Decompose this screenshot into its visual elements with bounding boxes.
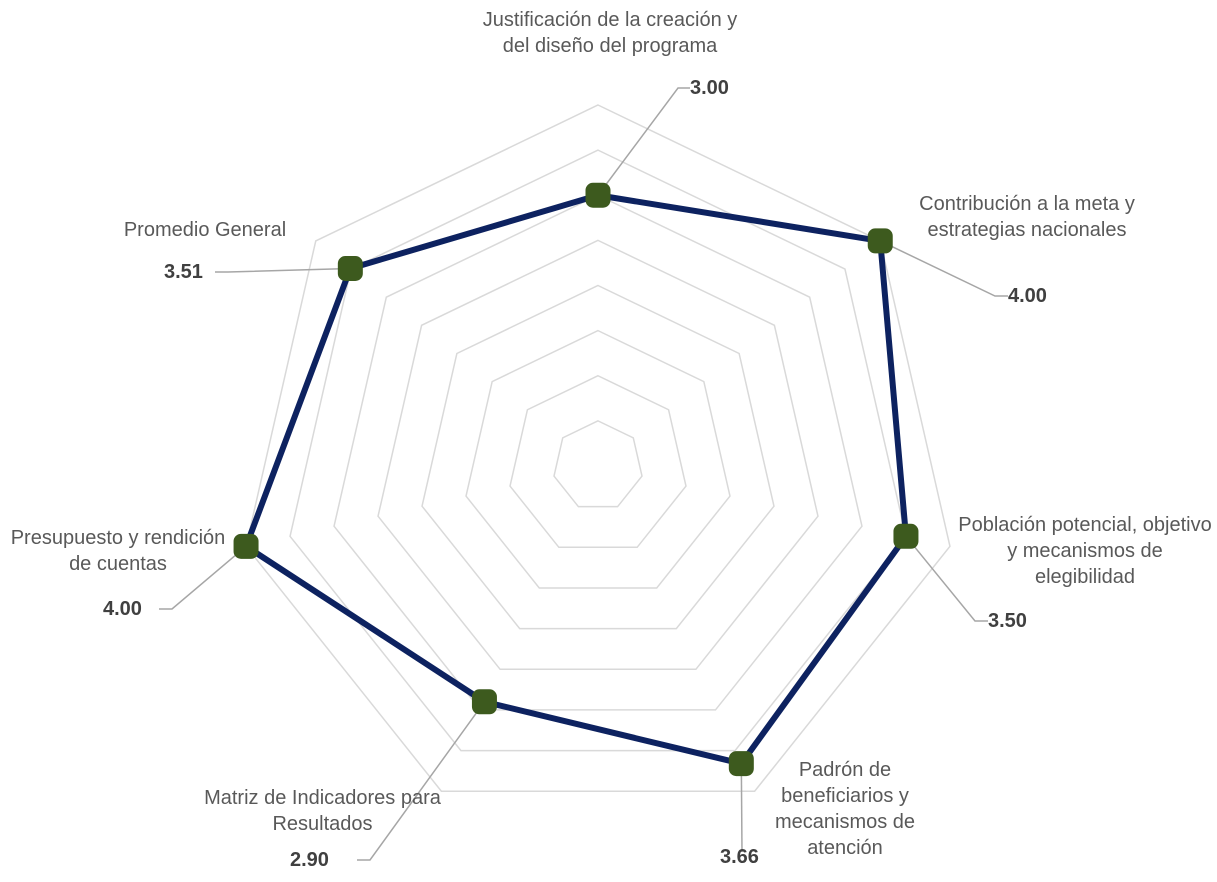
grid-ring <box>289 149 907 752</box>
axis-label: Promedio General <box>123 219 287 241</box>
marker <box>471 689 497 715</box>
marker <box>893 523 919 549</box>
value-label: 4.00 <box>103 598 142 620</box>
grid-ring <box>377 239 819 671</box>
series-line <box>243 192 909 767</box>
value-label: 3.51 <box>164 261 203 283</box>
leader-line <box>159 545 247 610</box>
axis-label: Padrón de beneficiarios y mecanismos de … <box>774 759 916 859</box>
leader-line <box>905 535 988 622</box>
marker <box>337 255 363 281</box>
value-label: 2.90 <box>290 849 329 871</box>
marker <box>233 533 259 559</box>
grid-ring <box>333 194 863 711</box>
grid-ring <box>245 104 951 792</box>
grid-ring <box>553 420 643 508</box>
marker <box>867 228 893 254</box>
leader-line <box>879 240 1008 297</box>
value-label: 4.00 <box>1008 285 1047 307</box>
leader-line <box>597 87 690 196</box>
grid-ring <box>509 374 687 549</box>
leader-line <box>215 267 351 273</box>
axis-label: Contribución a la meta y estrategias nac… <box>919 193 1135 241</box>
grid-ring <box>465 329 731 589</box>
axis-label: Matriz de Indicadores para Resultados <box>204 787 441 835</box>
leader-line <box>740 763 743 853</box>
leader-line <box>357 701 486 861</box>
grid-ring <box>421 284 775 630</box>
value-label: 3.50 <box>988 610 1027 632</box>
marker <box>585 182 611 208</box>
axis-label: Presupuesto y rendición de cuentas <box>10 527 226 575</box>
axis-label: Población potencial, objetivo y mecanism… <box>958 514 1212 588</box>
axis-label: Justificación de la creación y del diseñ… <box>482 9 738 57</box>
marker <box>728 751 754 777</box>
value-label: 3.00 <box>690 77 729 99</box>
value-label: 3.66 <box>720 846 759 868</box>
